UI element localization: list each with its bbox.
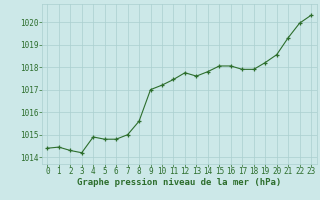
- X-axis label: Graphe pression niveau de la mer (hPa): Graphe pression niveau de la mer (hPa): [77, 178, 281, 187]
